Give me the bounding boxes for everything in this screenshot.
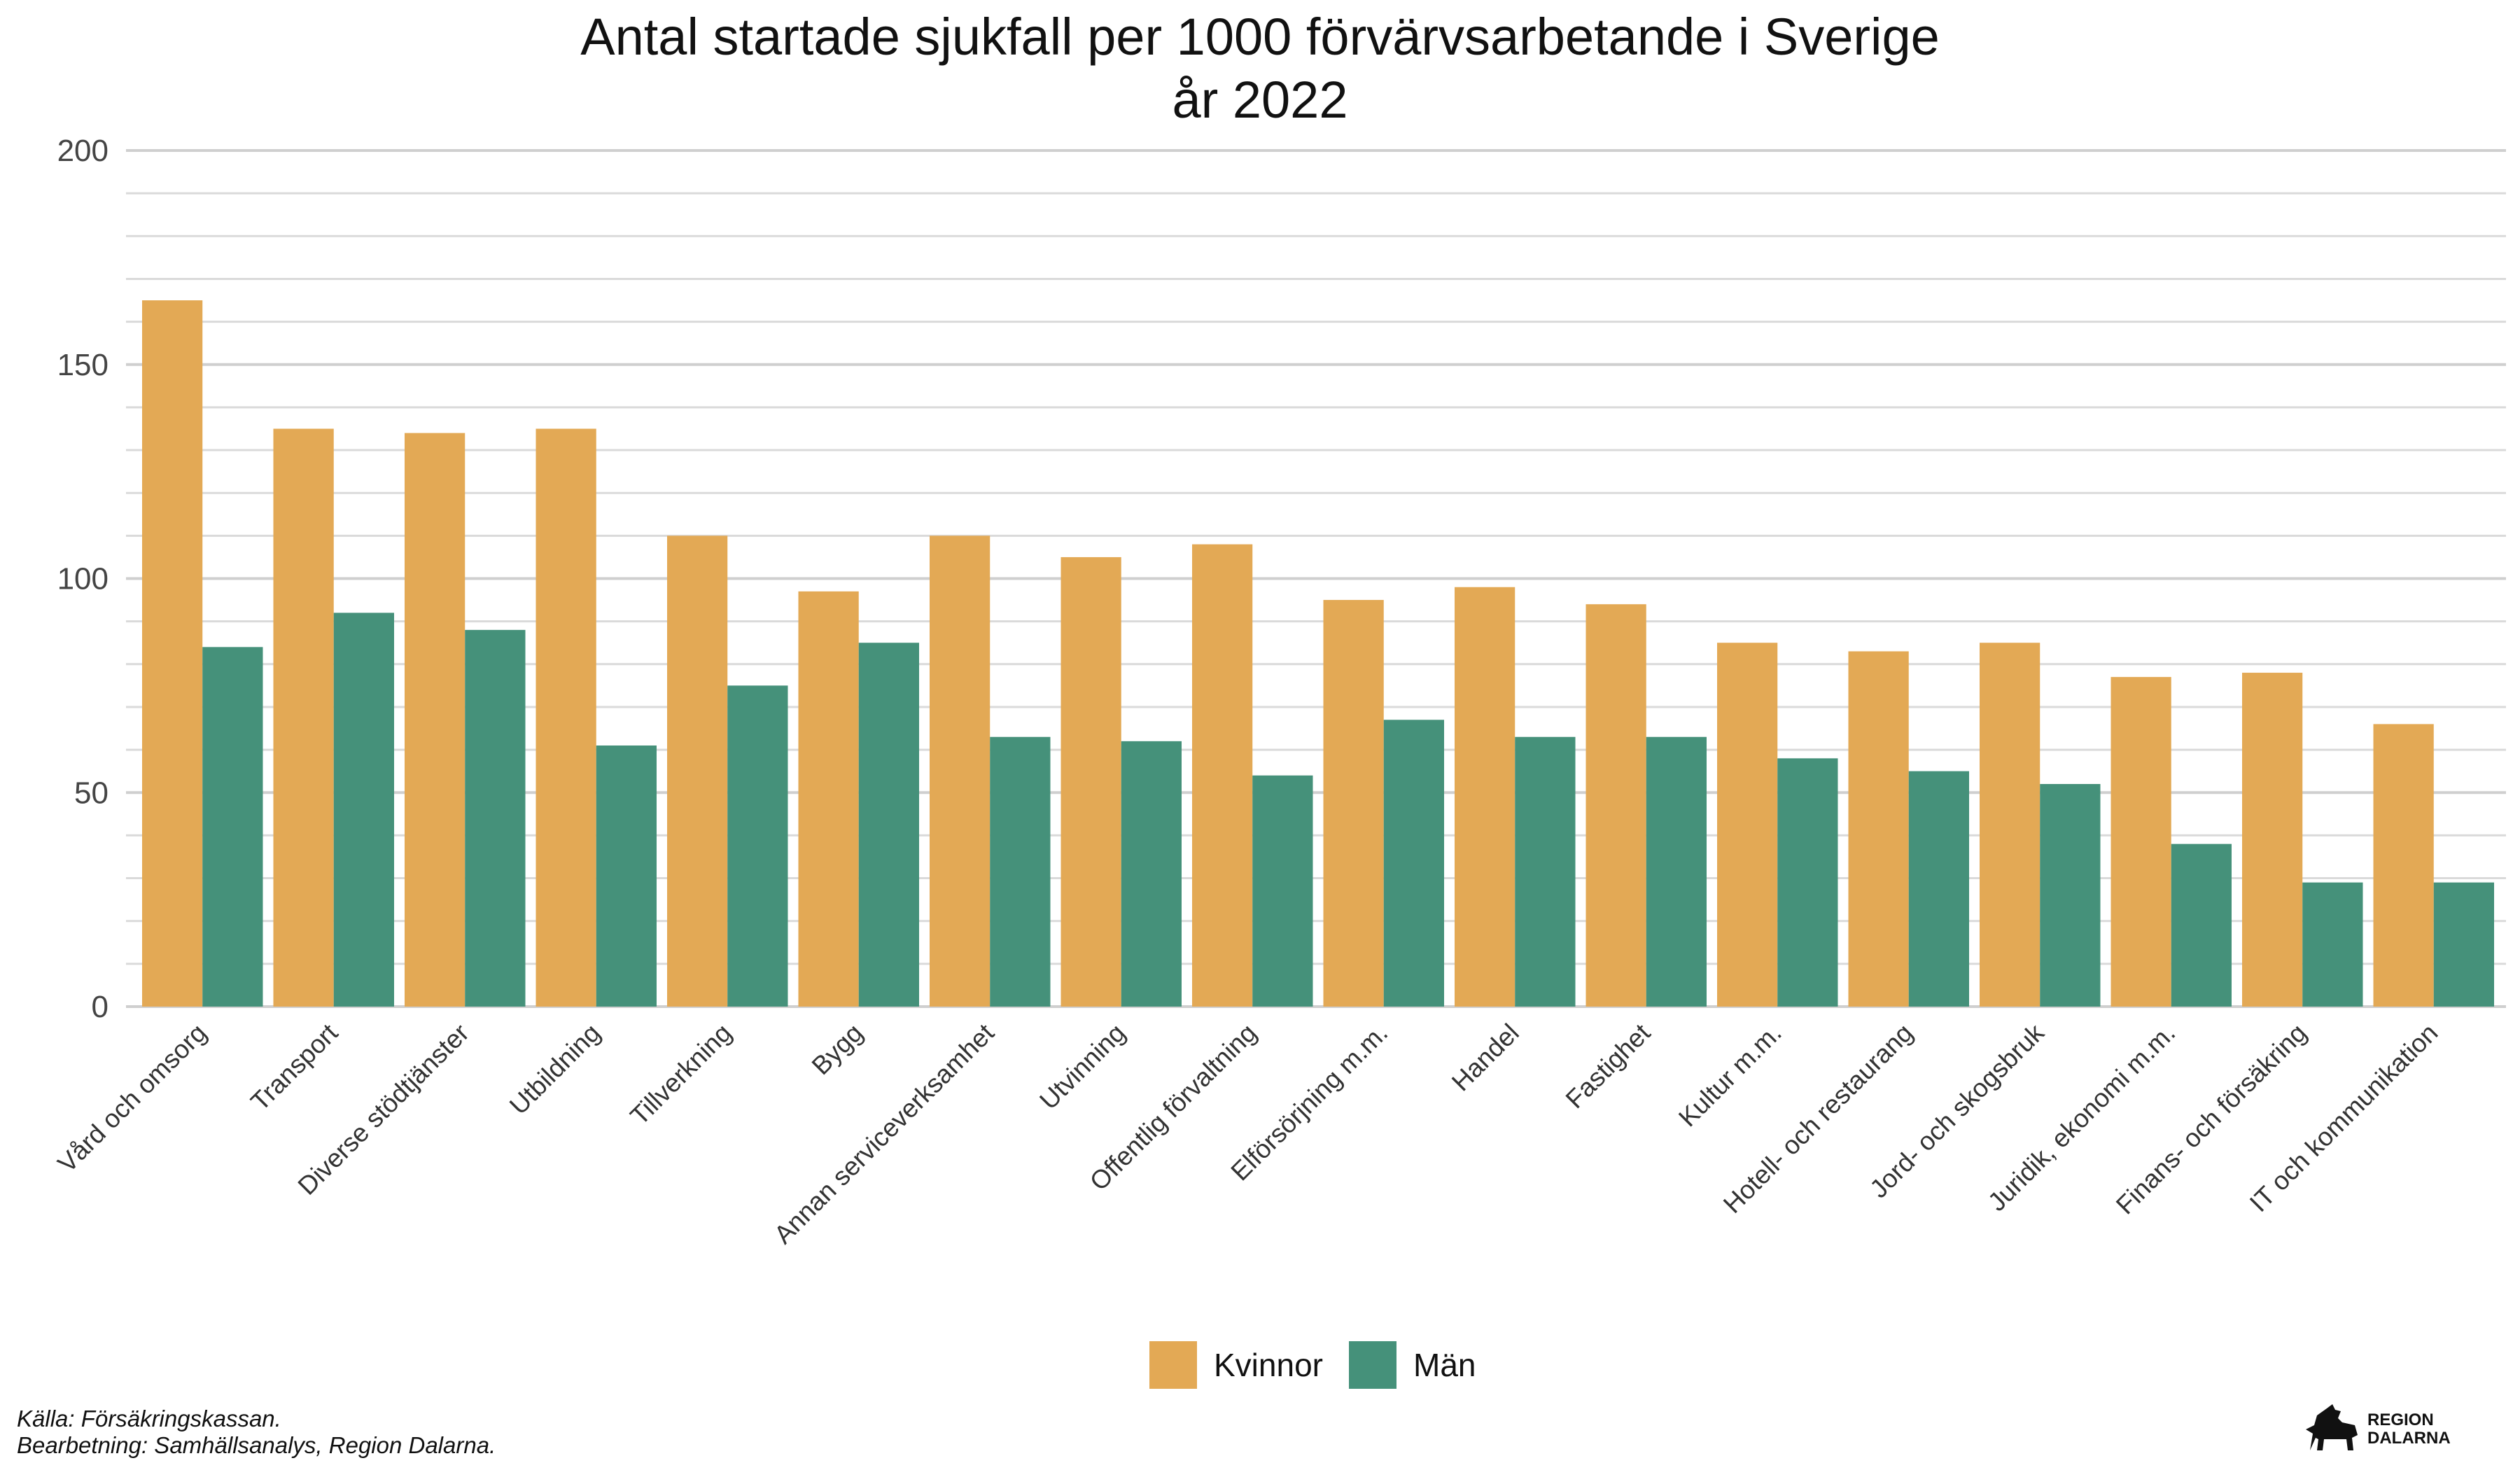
x-tick-label: Tillverkning — [625, 1018, 737, 1130]
bar-man-8 — [1252, 775, 1313, 1007]
dala-horse-icon — [2306, 1404, 2358, 1450]
bar-man-5 — [858, 643, 919, 1007]
y-axis: 0 50 100 150 200 — [57, 134, 108, 1024]
bar-kvinnor-0 — [142, 300, 203, 1007]
region-dalarna-logo: REGION DALARNA — [2290, 1401, 2500, 1457]
bar-man-17 — [2433, 882, 2494, 1007]
legend-label-man: Män — [1413, 1347, 1476, 1383]
bar-man-7 — [1121, 741, 1182, 1007]
source-caption: Källa: Försäkringskassan. — [17, 1406, 281, 1432]
bar-kvinnor-2 — [405, 433, 465, 1007]
processing-caption: Bearbetning: Samhällsanalys, Region Dala… — [17, 1432, 496, 1458]
bar-kvinnor-13 — [1848, 651, 1909, 1007]
bar-kvinnor-17 — [2373, 724, 2434, 1007]
legend-swatch-man — [1349, 1341, 1396, 1389]
bar-kvinnor-9 — [1323, 600, 1384, 1007]
legend-label-kvinnor: Kvinnor — [1214, 1347, 1323, 1383]
bar-kvinnor-14 — [1980, 643, 2040, 1007]
bar-kvinnor-16 — [2242, 673, 2303, 1007]
y-tick-label: 100 — [57, 562, 108, 596]
x-tick-label: Handel — [1446, 1018, 1525, 1097]
bar-kvinnor-4 — [667, 536, 728, 1007]
logo-text-line-2: DALARNA — [2367, 1429, 2451, 1448]
bar-kvinnor-7 — [1060, 556, 1121, 1007]
x-tick-label: Bygg — [806, 1018, 869, 1081]
legend-swatch-kvinnor — [1149, 1341, 1197, 1389]
bar-man-0 — [202, 647, 263, 1007]
bar-man-16 — [2302, 882, 2363, 1007]
bar-man-12 — [1777, 758, 1838, 1007]
y-tick-label: 200 — [57, 134, 108, 168]
x-tick-label: Vård och omsorg — [52, 1018, 212, 1178]
bar-man-1 — [333, 612, 394, 1007]
bar-man-10 — [1515, 736, 1576, 1007]
x-tick-label: Transport — [245, 1018, 343, 1116]
bar-kvinnor-10 — [1455, 587, 1516, 1007]
y-tick-label: 50 — [74, 776, 108, 810]
bar-man-6 — [990, 736, 1051, 1007]
bar-kvinnor-3 — [536, 428, 596, 1007]
x-tick-label: Annan serviceverksamhet — [769, 1018, 1000, 1250]
x-tick-label: Utvinning — [1034, 1018, 1130, 1115]
bar-man-13 — [1908, 771, 1969, 1007]
x-tick-label: Kultur m.m. — [1673, 1018, 1787, 1133]
bar-man-15 — [2171, 844, 2232, 1007]
bar-kvinnor-5 — [798, 591, 859, 1007]
bar-man-14 — [2040, 784, 2101, 1007]
bar-kvinnor-12 — [1717, 643, 1778, 1007]
x-tick-label: Utbildning — [504, 1018, 606, 1120]
chart-title-line-1: Antal startade sjukfall per 1000 förvärv… — [580, 8, 1940, 66]
bar-man-9 — [1383, 720, 1444, 1007]
bar-man-11 — [1646, 736, 1707, 1007]
chart-title-line-2: år 2022 — [1172, 71, 1348, 129]
bar-kvinnor-11 — [1586, 604, 1646, 1007]
legend: Kvinnor Män — [1149, 1341, 1476, 1389]
bar-man-4 — [727, 685, 788, 1007]
logo-text-line-1: REGION — [2367, 1410, 2434, 1429]
bar-kvinnor-15 — [2110, 677, 2171, 1007]
bar-kvinnor-1 — [273, 428, 334, 1007]
x-tick-label: Fastighet — [1560, 1018, 1656, 1114]
bars — [142, 300, 2494, 1007]
bar-kvinnor-6 — [930, 536, 990, 1007]
bar-man-3 — [596, 745, 657, 1007]
bar-man-2 — [465, 629, 526, 1007]
bar-kvinnor-8 — [1192, 544, 1253, 1007]
y-tick-label: 150 — [57, 348, 108, 382]
y-tick-label: 0 — [92, 990, 108, 1024]
